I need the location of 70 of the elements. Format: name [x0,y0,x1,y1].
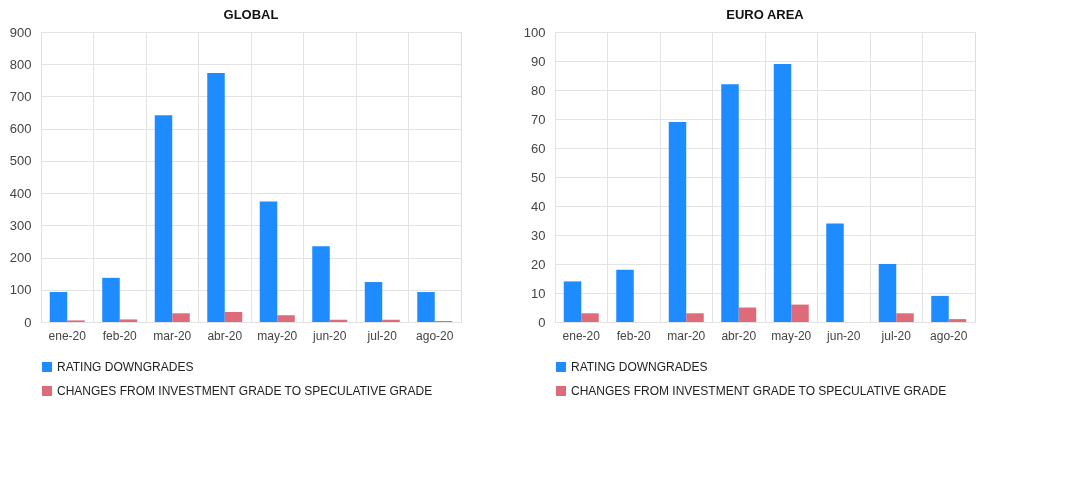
y-tick-label: 90 [531,53,546,69]
bar [668,121,687,322]
bar [791,304,809,322]
x-tick-label: abr-20 [207,328,243,343]
legend-label: CHANGES FROM INVESTMENT GRADE TO SPECULATIVE GRADE [57,384,433,398]
y-tick-label: 100 [523,24,546,40]
x-tick-label: may-20 [771,328,812,343]
x-tick-label: feb-20 [616,328,652,343]
bar [563,281,582,322]
x-tick-label: mar-20 [667,328,706,343]
y-tick-label: 40 [531,198,546,214]
x-tick-label: ago-20 [930,328,968,343]
bar [826,223,844,322]
bar [616,269,634,322]
y-tick-label: 300 [9,217,32,233]
x-tick-label: jun-20 [312,328,347,343]
bar [224,312,243,322]
chart-title: EURO AREA [726,7,805,22]
x-tick-label: jun-20 [826,328,861,343]
y-tick-label: 80 [531,82,546,98]
bar [312,246,330,322]
y-tick-label: 100 [9,282,32,298]
bar [738,307,757,322]
x-tick-label: jul-20 [880,328,912,343]
chart-title: GLOBAL [223,7,279,22]
legend-label: RATING DOWNGRADES [571,360,708,374]
legend-label: CHANGES FROM INVESTMENT GRADE TO SPECULATIVE GRADE [571,384,947,398]
bar [686,313,704,322]
bar [259,201,278,322]
y-tick-label: 60 [531,140,546,156]
y-tick-label: 500 [9,153,32,169]
y-tick-label: 30 [531,227,546,243]
bar [207,72,225,322]
bar [721,84,739,322]
bar [878,264,897,322]
bar [364,282,383,322]
y-tick-label: 0 [24,314,32,330]
y-tick-label: 600 [9,121,32,137]
x-tick-label: feb-20 [102,328,138,343]
y-tick-label: 10 [531,285,546,301]
y-tick-label: 400 [9,185,32,201]
y-tick-label: 800 [9,56,32,72]
bar [417,292,435,322]
x-tick-label: jul-20 [366,328,398,343]
bar [581,313,599,322]
bar [896,313,914,322]
x-tick-label: may-20 [257,328,298,343]
y-tick-label: 0 [538,314,546,330]
bar [102,277,120,322]
bar [49,292,68,322]
bar [773,63,792,322]
y-tick-label: 900 [9,24,32,40]
bar [948,319,967,322]
legend-label: RATING DOWNGRADES [57,360,194,374]
bar [931,295,949,322]
y-tick-label: 700 [9,88,32,104]
y-tick-label: 50 [531,169,546,185]
x-tick-label: mar-20 [153,328,192,343]
bar [119,319,138,322]
bar [172,313,190,322]
y-tick-label: 200 [9,250,32,266]
y-tick-label: 20 [531,256,546,272]
x-tick-label: ene-20 [562,328,601,343]
y-tick-label: 70 [531,111,546,127]
bar [154,115,173,322]
bar [382,319,400,322]
x-tick-label: ago-20 [416,328,454,343]
x-tick-label: ene-20 [48,328,87,343]
bar [277,315,295,322]
x-tick-label: abr-20 [721,328,757,343]
